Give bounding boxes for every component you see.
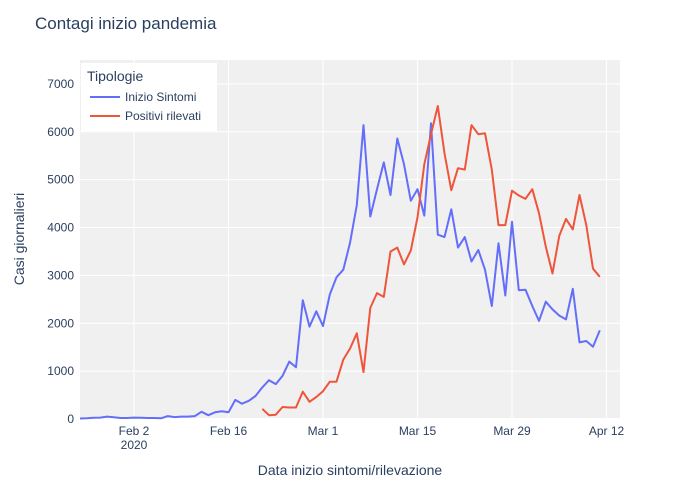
series-line-positivi-rilevati[interactable]	[261, 105, 601, 417]
y-tick-label: 5000	[47, 173, 74, 187]
legend[interactable]: Tipologie Inizio Sintomi Positivi rileva…	[81, 63, 217, 131]
y-tick-label: 2000	[47, 316, 74, 330]
y-tick-label: 0	[67, 412, 74, 426]
x-tick-label: Feb 16	[210, 424, 248, 438]
x-axis-label: Data inizio sintomi/rilevazione	[258, 462, 443, 478]
x-tick-label: Mar 1	[308, 424, 339, 438]
y-tick-label: 3000	[47, 268, 74, 282]
legend-item-inizio-sintomi[interactable]: Inizio Sintomi	[90, 90, 196, 104]
y-tick-label: 7000	[47, 77, 74, 91]
y-tick-label: 6000	[47, 125, 74, 139]
legend-title: Tipologie	[87, 68, 144, 84]
x-tick-label: Mar 29	[493, 424, 531, 438]
legend-label: Positivi rilevati	[125, 109, 201, 123]
legend-label: Inizio Sintomi	[125, 90, 196, 104]
series-line-inizio-sintomi[interactable]	[79, 122, 601, 420]
y-axis-ticks: 0 1000 2000 3000 4000 5000 6000 7000	[47, 77, 74, 426]
y-tick-label: 1000	[47, 364, 74, 378]
chart-title: Contagi inizio pandemia	[35, 14, 217, 33]
x-tick-label: Feb 2	[119, 424, 150, 438]
x-tick-label: Apr 12	[589, 424, 625, 438]
x-tick-sublabel: 2020	[121, 438, 148, 452]
x-tick-label: Mar 15	[399, 424, 437, 438]
y-tick-label: 4000	[47, 221, 74, 235]
y-axis-label: Casi giornalieri	[11, 193, 27, 286]
legend-item-positivi-rilevati[interactable]: Positivi rilevati	[90, 109, 201, 123]
series-layer	[79, 105, 601, 420]
